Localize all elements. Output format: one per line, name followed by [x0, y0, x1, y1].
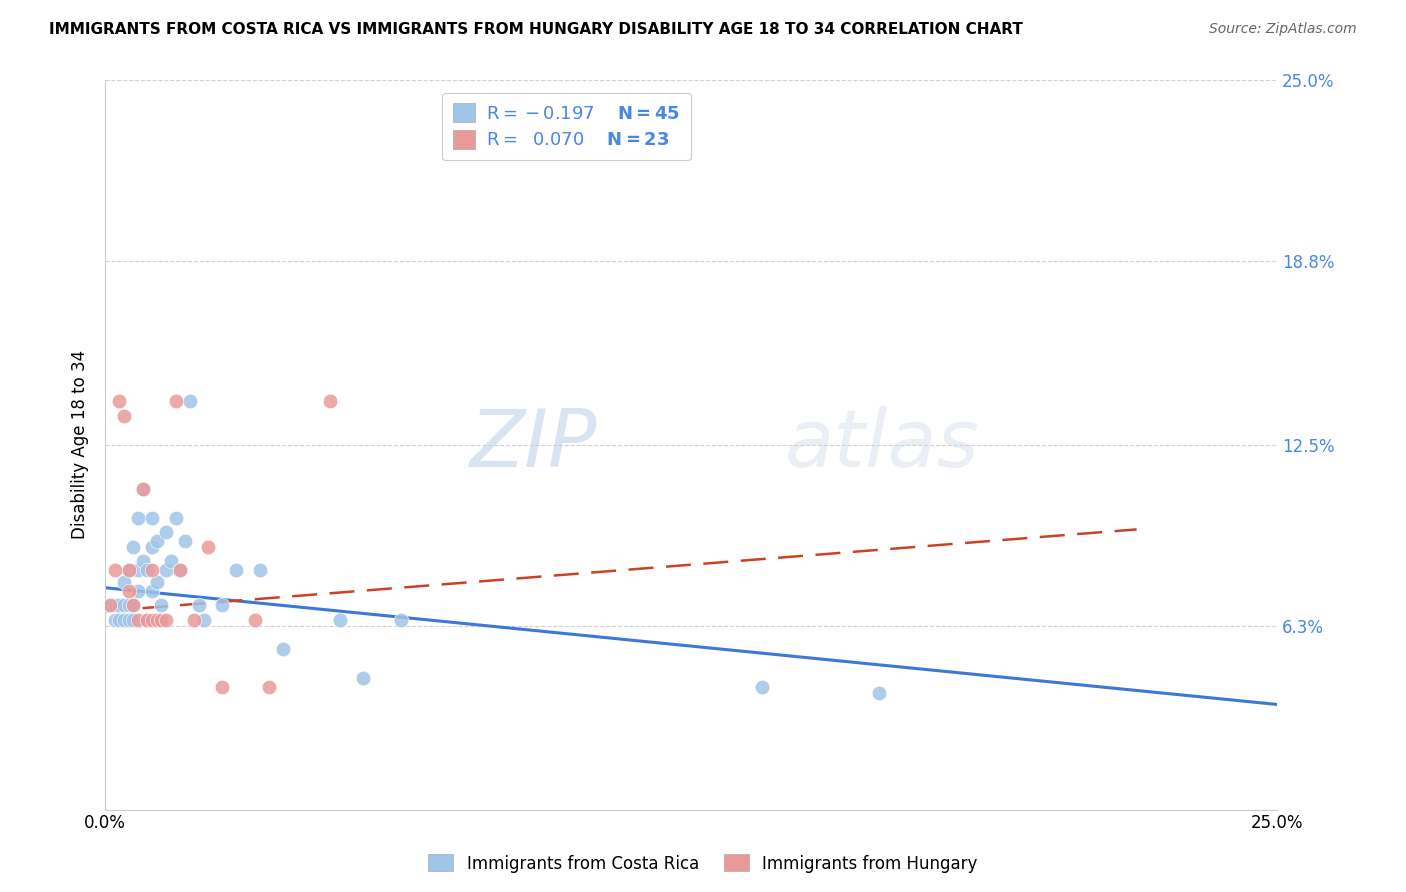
Point [122, 599, 145, 613]
Point [155, 613, 177, 627]
Text: Source: ZipAtlas.com: Source: ZipAtlas.com [1209, 22, 1357, 37]
Point [98, 599, 121, 613]
Point [225, 563, 247, 577]
Point [245, 613, 267, 627]
Point [103, 563, 125, 577]
Point [118, 563, 141, 577]
Point [132, 482, 155, 496]
Point [122, 540, 145, 554]
Point [112, 599, 135, 613]
Point [160, 554, 183, 568]
Point [273, 642, 295, 657]
Point [122, 599, 145, 613]
Point [169, 563, 191, 577]
Point [108, 394, 131, 409]
Point [319, 394, 342, 409]
Point [122, 613, 145, 627]
Point [150, 599, 173, 613]
Point [188, 599, 211, 613]
Point [112, 409, 135, 423]
Point [118, 583, 141, 598]
Point [183, 613, 205, 627]
Point [136, 613, 159, 627]
Point [389, 613, 412, 627]
Point [150, 613, 173, 627]
Point [118, 613, 141, 627]
Legend: $\mathrm{R = -0.197}$    $\mathbf{N = 45}$, $\mathrm{R = \ \ 0.070}$    $\mathbf: $\mathrm{R = -0.197}$ $\mathbf{N = 45}$,… [443, 93, 690, 161]
Point [103, 613, 125, 627]
Point [112, 613, 135, 627]
Point [141, 613, 163, 627]
Point [155, 525, 177, 540]
Point [127, 583, 149, 598]
Point [132, 482, 155, 496]
Point [155, 563, 177, 577]
Point [141, 540, 163, 554]
Point [193, 613, 215, 627]
Point [136, 613, 159, 627]
Point [141, 583, 163, 598]
Point [127, 510, 149, 524]
Point [141, 563, 163, 577]
Text: atlas: atlas [785, 406, 980, 483]
Point [136, 563, 159, 577]
Point [108, 599, 131, 613]
Point [146, 534, 169, 549]
Text: IMMIGRANTS FROM COSTA RICA VS IMMIGRANTS FROM HUNGARY DISABILITY AGE 18 TO 34 CO: IMMIGRANTS FROM COSTA RICA VS IMMIGRANTS… [49, 22, 1024, 37]
Point [165, 394, 187, 409]
Point [141, 510, 163, 524]
Legend: Immigrants from Costa Rica, Immigrants from Hungary: Immigrants from Costa Rica, Immigrants f… [422, 847, 984, 880]
Point [169, 563, 191, 577]
Point [211, 599, 233, 613]
Point [197, 540, 219, 554]
Point [108, 613, 131, 627]
Point [127, 563, 149, 577]
Text: ZIP: ZIP [470, 406, 598, 483]
Point [249, 563, 271, 577]
Point [98, 599, 121, 613]
Point [146, 613, 169, 627]
Point [329, 613, 352, 627]
Point [259, 680, 281, 694]
Point [118, 599, 141, 613]
Point [174, 534, 197, 549]
Point [112, 574, 135, 589]
Point [352, 671, 374, 685]
Point [165, 510, 187, 524]
Point [211, 680, 233, 694]
Point [118, 563, 141, 577]
Point [751, 680, 773, 694]
Point [179, 394, 201, 409]
Point [868, 686, 890, 700]
Point [127, 613, 149, 627]
Point [146, 574, 169, 589]
Y-axis label: Disability Age 18 to 34: Disability Age 18 to 34 [72, 351, 89, 540]
Point [103, 599, 125, 613]
Point [132, 554, 155, 568]
